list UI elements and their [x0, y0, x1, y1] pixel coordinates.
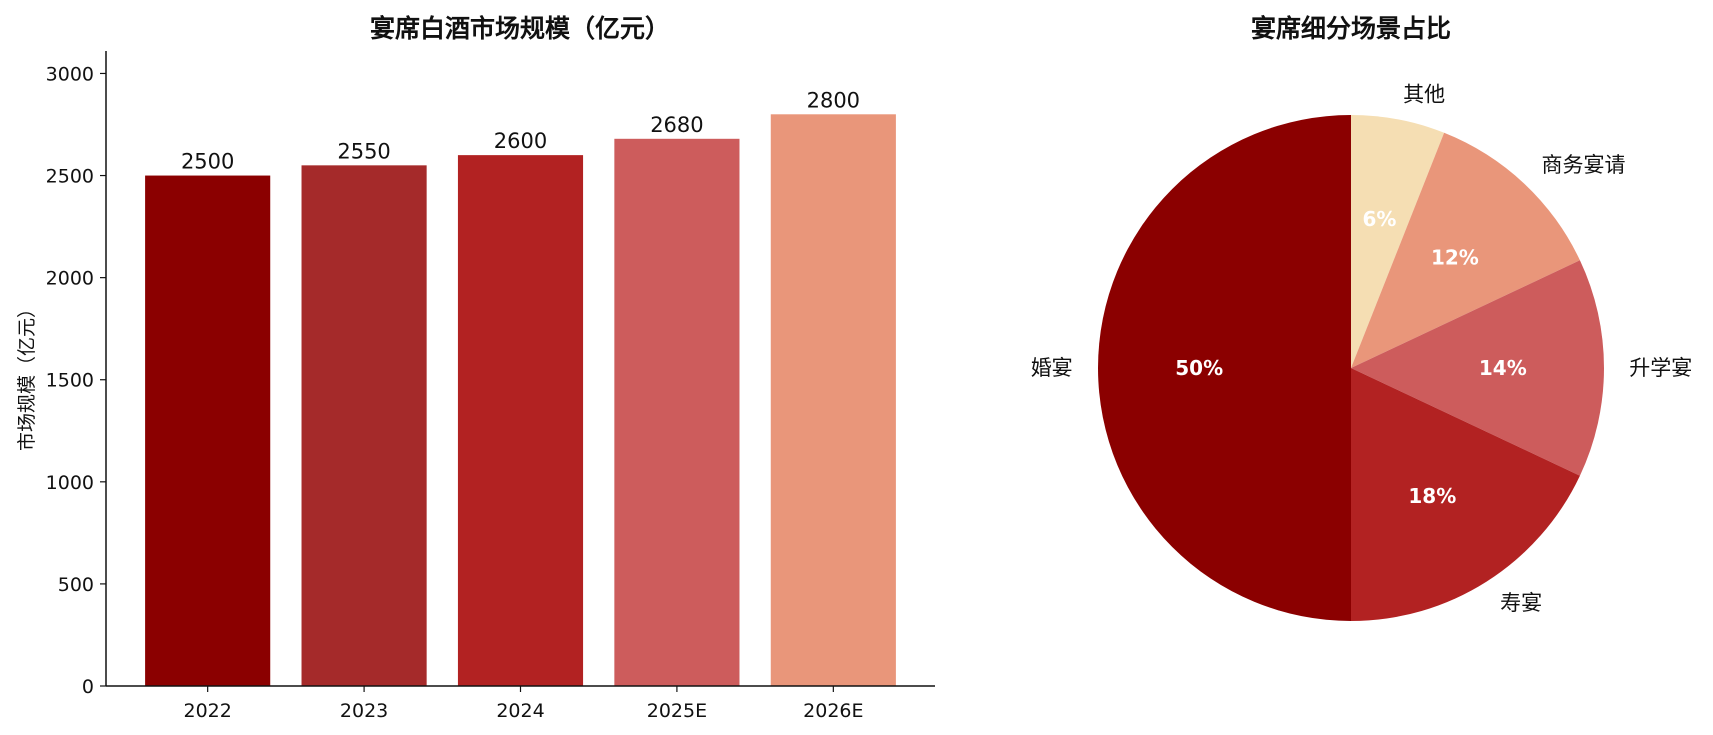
pie-percent-label: 6%: [1362, 207, 1396, 231]
pie-slice-其他: [1351, 115, 1445, 368]
y-tick-label: 500: [58, 574, 94, 596]
bar-value-label: 2500: [181, 150, 234, 174]
x-tick-label: 2024: [496, 700, 544, 722]
pie-category-label: 商务宴请: [1542, 153, 1626, 177]
pie-category-label: 其他: [1403, 83, 1445, 107]
bar-2022: [145, 175, 271, 686]
pie-chart: 宴席细分场景占比 6% 其他 12% 商务宴请 14% 升学宴 18% 寿宴 50% 婚宴: [1031, 14, 1692, 621]
bar-value-label: 2550: [337, 139, 390, 163]
x-tick-label: 2025E: [647, 700, 707, 722]
bar-chart-y-axis-label: 市场规模（亿元）: [16, 299, 38, 451]
y-tick-label: 0: [82, 676, 94, 698]
y-tick-label: 3000: [46, 63, 94, 85]
bar-2023: [301, 165, 427, 687]
bar-value-label: 2600: [494, 129, 547, 153]
x-tick-label: 2022: [183, 700, 231, 722]
bar-value-label: 2800: [807, 88, 860, 112]
y-tick-label: 2500: [46, 166, 94, 188]
pie-slice-升学宴: [1351, 260, 1604, 476]
pie-percent-label: 12%: [1431, 245, 1479, 269]
y-tick-label: 2000: [46, 268, 94, 290]
y-tick-label: 1500: [46, 370, 94, 392]
pie-chart-title: 宴席细分场景占比: [1251, 14, 1451, 43]
bar-chart: 宴席白酒市场规模（亿元） 市场规模（亿元） 0 500 1000 1500 2000 25…: [16, 14, 935, 722]
pie-category-label: 升学宴: [1629, 356, 1692, 380]
bar-2024: [457, 155, 584, 686]
x-tick-label: 2026E: [803, 700, 863, 722]
bar-chart-title: 宴席白酒市场规模（亿元）: [370, 14, 670, 43]
pie-slice-寿宴: [1351, 368, 1580, 621]
y-tick-label: 1000: [46, 472, 94, 494]
bar-value-label: 2680: [650, 113, 703, 137]
bar-2026E: [770, 114, 896, 686]
pie-slice-商务宴请: [1351, 132, 1580, 368]
bar-plot-area: 0 500 1000 1500 2000 2500 3000 2500 2022 2550 2023…: [46, 63, 896, 722]
pie-percent-label: 50%: [1175, 356, 1223, 380]
bar-2025E: [614, 138, 740, 686]
x-tick-label: 2023: [340, 700, 388, 722]
pie-slice-婚宴: [1098, 115, 1351, 621]
pie-percent-label: 18%: [1408, 484, 1456, 508]
pie-percent-label: 14%: [1479, 356, 1527, 380]
pie-category-label: 寿宴: [1500, 591, 1542, 615]
pie-category-label: 婚宴: [1031, 356, 1073, 380]
